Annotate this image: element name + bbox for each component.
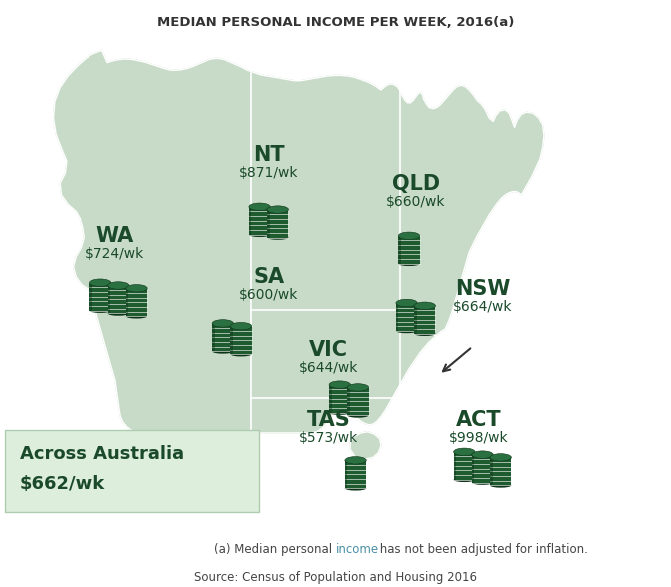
FancyBboxPatch shape bbox=[230, 326, 252, 354]
Ellipse shape bbox=[249, 203, 270, 211]
Ellipse shape bbox=[207, 487, 230, 492]
Ellipse shape bbox=[348, 413, 368, 418]
FancyBboxPatch shape bbox=[345, 460, 348, 488]
FancyBboxPatch shape bbox=[399, 236, 419, 264]
Ellipse shape bbox=[227, 458, 250, 467]
Ellipse shape bbox=[125, 285, 147, 292]
Text: $998/wk: $998/wk bbox=[450, 431, 509, 445]
Ellipse shape bbox=[107, 311, 129, 316]
Ellipse shape bbox=[107, 282, 129, 289]
Text: TAS: TAS bbox=[307, 410, 351, 430]
Ellipse shape bbox=[230, 352, 252, 356]
FancyBboxPatch shape bbox=[396, 303, 417, 331]
FancyBboxPatch shape bbox=[207, 460, 210, 490]
Text: $664/wk: $664/wk bbox=[453, 300, 512, 314]
Ellipse shape bbox=[414, 302, 435, 309]
Ellipse shape bbox=[399, 232, 419, 239]
Text: WA: WA bbox=[96, 227, 134, 247]
FancyBboxPatch shape bbox=[125, 288, 147, 316]
FancyBboxPatch shape bbox=[89, 283, 111, 311]
Text: $660/wk: $660/wk bbox=[386, 195, 446, 209]
Text: SA: SA bbox=[253, 267, 285, 287]
FancyBboxPatch shape bbox=[227, 463, 250, 492]
Ellipse shape bbox=[490, 483, 511, 488]
FancyBboxPatch shape bbox=[267, 210, 270, 238]
Text: $662/wk: $662/wk bbox=[20, 475, 105, 492]
Ellipse shape bbox=[472, 451, 493, 458]
Ellipse shape bbox=[89, 308, 111, 313]
Ellipse shape bbox=[329, 410, 350, 415]
Polygon shape bbox=[54, 50, 544, 436]
FancyBboxPatch shape bbox=[227, 463, 229, 492]
FancyBboxPatch shape bbox=[329, 384, 350, 413]
FancyBboxPatch shape bbox=[212, 323, 215, 352]
Ellipse shape bbox=[396, 329, 417, 333]
Text: $600/wk: $600/wk bbox=[239, 288, 299, 302]
FancyBboxPatch shape bbox=[490, 457, 493, 485]
Ellipse shape bbox=[329, 381, 350, 389]
FancyBboxPatch shape bbox=[230, 326, 233, 354]
Ellipse shape bbox=[345, 486, 366, 491]
Ellipse shape bbox=[454, 448, 475, 456]
FancyBboxPatch shape bbox=[249, 207, 252, 235]
Ellipse shape bbox=[212, 320, 234, 327]
Text: $871/wk: $871/wk bbox=[239, 166, 299, 180]
Ellipse shape bbox=[207, 456, 230, 464]
FancyBboxPatch shape bbox=[454, 452, 456, 480]
Text: (a) Median personal: (a) Median personal bbox=[213, 543, 336, 556]
Text: $573/wk: $573/wk bbox=[299, 431, 358, 445]
Text: ACT: ACT bbox=[456, 410, 502, 430]
FancyBboxPatch shape bbox=[212, 323, 234, 352]
FancyBboxPatch shape bbox=[125, 288, 128, 316]
Ellipse shape bbox=[399, 262, 419, 266]
FancyBboxPatch shape bbox=[249, 207, 270, 235]
Ellipse shape bbox=[454, 478, 475, 482]
FancyBboxPatch shape bbox=[5, 430, 258, 512]
Text: VIC: VIC bbox=[309, 340, 348, 360]
Ellipse shape bbox=[396, 299, 417, 307]
Ellipse shape bbox=[348, 384, 368, 391]
Ellipse shape bbox=[89, 279, 111, 286]
Ellipse shape bbox=[267, 235, 289, 240]
FancyBboxPatch shape bbox=[345, 460, 366, 488]
FancyBboxPatch shape bbox=[329, 384, 331, 413]
Text: NSW: NSW bbox=[455, 279, 510, 299]
FancyBboxPatch shape bbox=[267, 210, 289, 238]
Ellipse shape bbox=[230, 322, 252, 330]
Text: Across Australia: Across Australia bbox=[20, 446, 185, 464]
Ellipse shape bbox=[249, 232, 270, 237]
FancyBboxPatch shape bbox=[472, 454, 474, 483]
Text: income: income bbox=[336, 543, 378, 556]
Ellipse shape bbox=[490, 454, 511, 461]
FancyBboxPatch shape bbox=[348, 387, 368, 416]
Text: $724/wk: $724/wk bbox=[85, 248, 145, 261]
FancyBboxPatch shape bbox=[207, 460, 230, 490]
FancyBboxPatch shape bbox=[399, 236, 401, 264]
Ellipse shape bbox=[267, 206, 289, 213]
FancyBboxPatch shape bbox=[107, 285, 110, 313]
FancyBboxPatch shape bbox=[396, 303, 399, 331]
Text: $644/wk: $644/wk bbox=[299, 361, 358, 375]
Ellipse shape bbox=[125, 314, 147, 319]
FancyBboxPatch shape bbox=[348, 387, 350, 416]
Ellipse shape bbox=[212, 349, 234, 353]
FancyBboxPatch shape bbox=[472, 454, 493, 483]
Ellipse shape bbox=[414, 332, 435, 336]
FancyBboxPatch shape bbox=[454, 452, 475, 480]
Text: NT: NT bbox=[253, 144, 285, 165]
Text: MEDIAN PERSONAL INCOME PER WEEK, 2016(a): MEDIAN PERSONAL INCOME PER WEEK, 2016(a) bbox=[157, 16, 514, 29]
FancyBboxPatch shape bbox=[89, 283, 92, 311]
Text: QLD: QLD bbox=[392, 174, 440, 194]
FancyBboxPatch shape bbox=[490, 457, 511, 485]
Polygon shape bbox=[350, 432, 381, 459]
Ellipse shape bbox=[472, 480, 493, 485]
Ellipse shape bbox=[227, 490, 250, 495]
FancyBboxPatch shape bbox=[414, 306, 417, 334]
Text: Source: Census of Population and Housing 2016: Source: Census of Population and Housing… bbox=[194, 571, 477, 584]
FancyBboxPatch shape bbox=[414, 306, 435, 334]
FancyBboxPatch shape bbox=[107, 285, 129, 313]
Text: has not been adjusted for inflation.: has not been adjusted for inflation. bbox=[376, 543, 588, 556]
Ellipse shape bbox=[345, 457, 366, 464]
